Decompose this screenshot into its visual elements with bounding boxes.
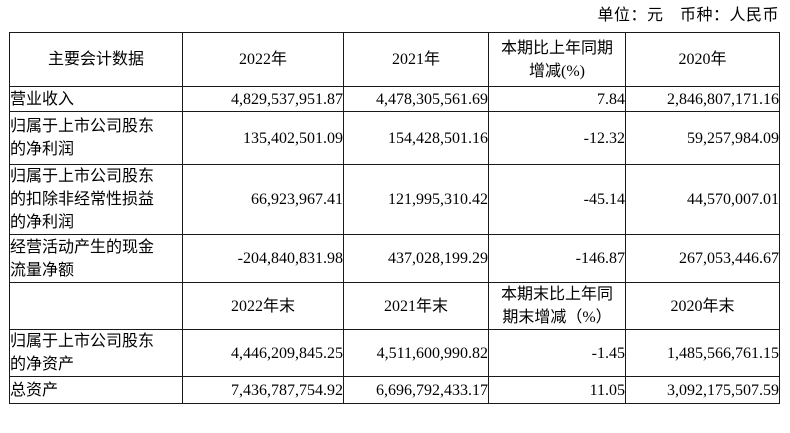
table-row-net-assets: 归属于上市公司股东 的净资产 4,446,209,845.25 4,511,60…: [9, 329, 780, 377]
header-end-2022: 2022年末: [182, 282, 344, 330]
value-2020: 1,485,566,761.15: [625, 329, 780, 377]
header-empty-cell: [9, 282, 183, 330]
unit-note: 单位：元 币种：人民币: [597, 7, 779, 24]
row-label: 经营活动产生的现金 流量净额: [9, 234, 183, 283]
endpoint-header-row: 2022年末 2021年末 本期末比上年同 期末增减（%） 2020年末: [9, 282, 780, 330]
value-change: -1.45: [488, 329, 626, 377]
header-year-2020: 2020年: [625, 32, 780, 87]
value-2021: 154,428,501.16: [343, 111, 489, 165]
row-label: 总资产: [9, 376, 183, 404]
header-end-2020: 2020年末: [625, 282, 780, 330]
header-end-2021: 2021年末: [343, 282, 489, 330]
value-2021: 437,028,199.29: [343, 234, 489, 283]
header-year-2022: 2022年: [182, 32, 344, 87]
table-row-operating-cash-flow: 经营活动产生的现金 流量净额 -204,840,831.98 437,028,1…: [9, 234, 780, 283]
value-change: -146.87: [488, 234, 626, 283]
value-2022: 66,923,967.41: [182, 164, 344, 235]
value-2022: 135,402,501.09: [182, 111, 344, 165]
value-change: -12.32: [488, 111, 626, 165]
value-change: -45.14: [488, 164, 626, 235]
key-accounting-data-table: 主要会计数据 2022年 2021年 本期比上年同期 增减(%) 2020年 营…: [9, 32, 780, 404]
value-2020: 3,092,175,507.59: [625, 376, 780, 404]
row-label: 归属于上市公司股东 的净利润: [9, 111, 183, 165]
value-2020: 44,570,007.01: [625, 164, 780, 235]
row-label: 归属于上市公司股东 的扣除非经常性损益 的净利润: [9, 164, 183, 235]
value-2020: 267,053,446.67: [625, 234, 780, 283]
header-main-accounting-data: 主要会计数据: [9, 32, 183, 87]
table-row-net-profit-excl-nonrecurring: 归属于上市公司股东 的扣除非经常性损益 的净利润 66,923,967.41 1…: [9, 164, 780, 235]
value-2022: 4,829,537,951.87: [182, 86, 344, 112]
table-row-operating-revenue: 营业收入 4,829,537,951.87 4,478,305,561.69 7…: [9, 86, 780, 112]
header-end-yoy-change: 本期末比上年同 期末增减（%）: [488, 282, 626, 330]
row-label: 归属于上市公司股东 的净资产: [9, 329, 183, 377]
header-yoy-change: 本期比上年同期 增减(%): [488, 32, 626, 87]
value-2020: 2,846,807,171.16: [625, 86, 780, 112]
value-2020: 59,257,984.09: [625, 111, 780, 165]
table-row-total-assets: 总资产 7,436,787,754.92 6,696,792,433.17 11…: [9, 376, 780, 404]
value-change: 11.05: [488, 376, 626, 404]
value-2021: 4,478,305,561.69: [343, 86, 489, 112]
table-row-net-profit: 归属于上市公司股东 的净利润 135,402,501.09 154,428,50…: [9, 111, 780, 165]
value-2021: 6,696,792,433.17: [343, 376, 489, 404]
row-label: 营业收入: [9, 86, 183, 112]
value-2022: 4,446,209,845.25: [182, 329, 344, 377]
value-change: 7.84: [488, 86, 626, 112]
period-header-row: 主要会计数据 2022年 2021年 本期比上年同期 增减(%) 2020年: [9, 32, 780, 87]
value-2021: 121,995,310.42: [343, 164, 489, 235]
value-2021: 4,511,600,990.82: [343, 329, 489, 377]
value-2022: 7,436,787,754.92: [182, 376, 344, 404]
value-2022: -204,840,831.98: [182, 234, 344, 283]
header-year-2021: 2021年: [343, 32, 489, 87]
